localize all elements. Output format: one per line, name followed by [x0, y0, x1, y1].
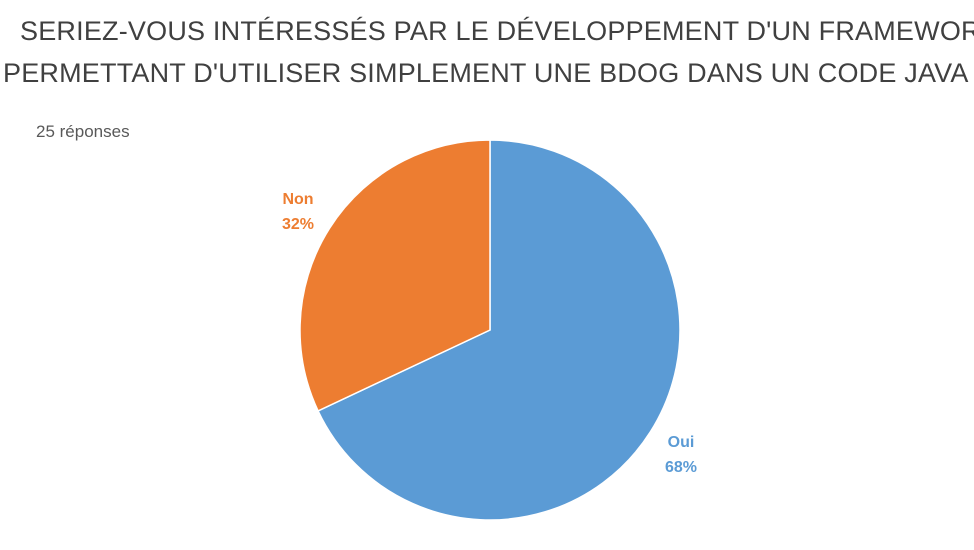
pie-slice-oui: [317, 139, 681, 521]
slice-label-non: Non: [282, 191, 313, 208]
slice-value-label-non: 32%: [282, 216, 314, 233]
slice-value-label-oui: 68%: [665, 459, 697, 476]
chart-title-line-2: PERMETTANT D'UTILISER SIMPLEMENT UNE BDO…: [3, 58, 974, 88]
slice-label-oui: Oui: [668, 434, 695, 451]
chart-title-line-1: SERIEZ-VOUS INTÉRESSÉS PAR LE DÉVELOPPEM…: [20, 16, 974, 46]
response-count: 25 réponses: [36, 122, 130, 141]
pie-slice-non: [299, 139, 491, 412]
